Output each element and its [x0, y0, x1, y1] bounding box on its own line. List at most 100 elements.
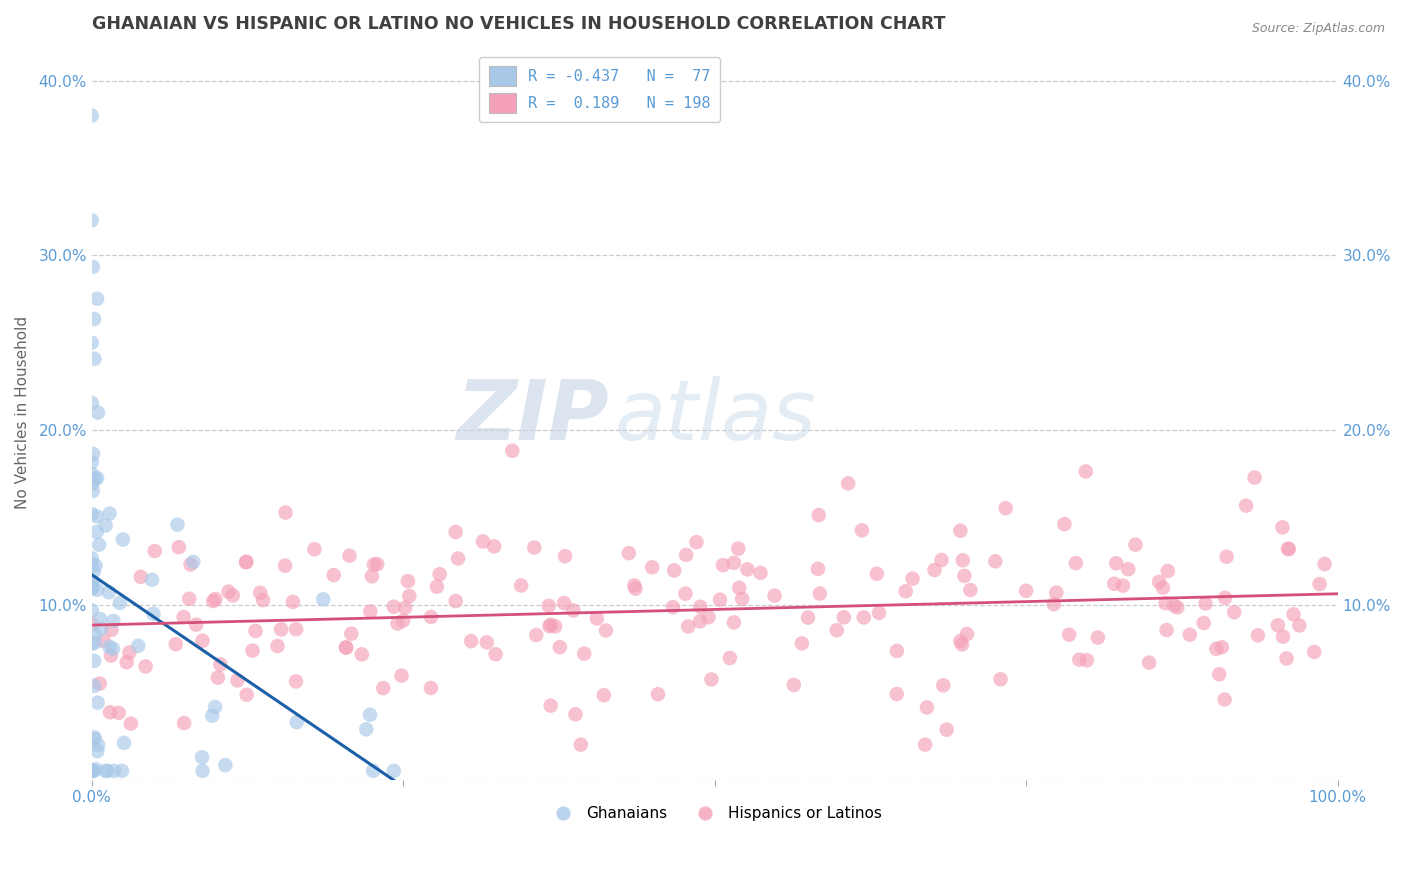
- Point: [285, 674, 308, 689]
- Point: [1309, 577, 1331, 591]
- Point: [444, 524, 467, 539]
- Point: [252, 593, 274, 607]
- Point: [235, 688, 257, 702]
- Point: [994, 501, 1017, 516]
- Point: [87, 406, 110, 420]
- Point: [86, 524, 108, 539]
- Point: [100, 648, 122, 663]
- Point: [1102, 576, 1125, 591]
- Point: [444, 594, 467, 608]
- Point: [108, 596, 131, 610]
- Point: [80, 764, 103, 778]
- Point: [886, 687, 908, 701]
- Point: [94, 764, 117, 778]
- Point: [1064, 556, 1087, 570]
- Point: [700, 673, 723, 687]
- Point: [80, 213, 103, 227]
- Point: [361, 764, 384, 778]
- Point: [83, 679, 105, 693]
- Point: [359, 707, 381, 722]
- Point: [447, 551, 470, 566]
- Point: [1076, 653, 1098, 667]
- Point: [360, 569, 382, 583]
- Point: [1213, 591, 1236, 605]
- Point: [89, 612, 111, 626]
- Point: [749, 566, 772, 580]
- Point: [807, 562, 830, 576]
- Point: [82, 764, 104, 778]
- Point: [623, 578, 645, 592]
- Point: [548, 640, 571, 654]
- Point: [235, 555, 257, 569]
- Point: [84, 472, 107, 486]
- Point: [1234, 499, 1257, 513]
- Point: [391, 668, 413, 682]
- Point: [1215, 549, 1237, 564]
- Point: [394, 600, 416, 615]
- Point: [281, 595, 304, 609]
- Point: [181, 555, 204, 569]
- Point: [87, 538, 110, 552]
- Point: [1147, 574, 1170, 589]
- Text: ZIP: ZIP: [456, 376, 609, 457]
- Point: [1303, 645, 1326, 659]
- Point: [475, 635, 498, 649]
- Point: [312, 592, 335, 607]
- Point: [641, 560, 664, 574]
- Point: [1267, 618, 1289, 632]
- Point: [98, 706, 121, 720]
- Point: [191, 750, 214, 764]
- Point: [82, 581, 104, 595]
- Point: [1053, 517, 1076, 532]
- Point: [201, 708, 224, 723]
- Point: [141, 573, 163, 587]
- Point: [1043, 597, 1066, 611]
- Point: [1156, 623, 1178, 637]
- Point: [396, 574, 419, 588]
- Point: [80, 581, 103, 595]
- Point: [1192, 615, 1215, 630]
- Point: [959, 582, 981, 597]
- Point: [167, 540, 190, 554]
- Point: [728, 581, 751, 595]
- Point: [1154, 596, 1177, 610]
- Point: [737, 562, 759, 576]
- Point: [339, 549, 361, 563]
- Point: [664, 564, 686, 578]
- Point: [86, 471, 108, 485]
- Point: [112, 736, 135, 750]
- Point: [866, 566, 889, 581]
- Point: [731, 591, 754, 606]
- Point: [354, 723, 377, 737]
- Point: [1152, 581, 1174, 595]
- Point: [143, 544, 166, 558]
- Point: [96, 764, 118, 778]
- Point: [523, 541, 546, 555]
- Point: [191, 764, 214, 778]
- Point: [242, 643, 264, 657]
- Point: [129, 570, 152, 584]
- Point: [419, 681, 441, 695]
- Point: [86, 509, 108, 524]
- Point: [274, 506, 297, 520]
- Point: [115, 655, 138, 669]
- Point: [359, 604, 381, 618]
- Point: [595, 624, 617, 638]
- Point: [647, 687, 669, 701]
- Point: [1112, 579, 1135, 593]
- Point: [624, 582, 647, 596]
- Point: [270, 623, 292, 637]
- Point: [420, 610, 443, 624]
- Point: [763, 589, 786, 603]
- Point: [83, 731, 105, 746]
- Point: [935, 723, 957, 737]
- Point: [80, 396, 103, 410]
- Point: [851, 523, 873, 537]
- Point: [90, 622, 112, 636]
- Point: [86, 744, 108, 758]
- Point: [142, 607, 165, 621]
- Point: [222, 588, 245, 602]
- Point: [127, 639, 149, 653]
- Point: [86, 696, 108, 710]
- Point: [103, 764, 125, 778]
